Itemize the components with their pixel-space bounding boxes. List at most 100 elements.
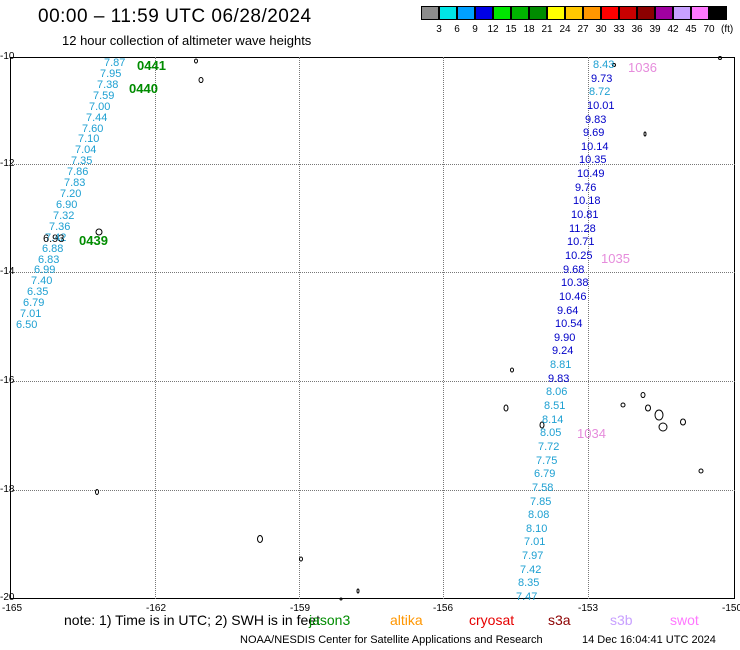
island-shape (257, 535, 263, 543)
scale-swatch (529, 6, 547, 20)
lon-tick-label: -156 (433, 603, 454, 614)
wave-height-label: 7.72 (538, 441, 560, 453)
legend-s3b: s3b (610, 612, 633, 628)
island-shape (339, 597, 343, 601)
wave-height-label: 7.44 (86, 112, 108, 124)
wave-height-label: 8.51 (544, 400, 566, 412)
wave-height-label: 6.90 (56, 199, 78, 211)
island-shape (194, 58, 198, 64)
scale-swatch (619, 6, 637, 20)
island-shape (620, 402, 626, 408)
island-shape (510, 367, 514, 373)
scale-unit-label: (ft) (721, 24, 734, 35)
pass-time-label: 1034 (577, 426, 606, 441)
wave-height-label: 9.90 (554, 332, 576, 344)
wave-height-label: 7.00 (89, 101, 111, 113)
lat-tick-label: -20 (0, 592, 15, 603)
wave-height-label: 8.72 (589, 86, 611, 98)
wave-height-label: 10.01 (587, 100, 615, 112)
legend-altika: altika (390, 612, 423, 628)
scale-swatch (439, 6, 457, 20)
scale-label: 15 (505, 24, 517, 35)
wave-height-label: 6.88 (42, 243, 64, 255)
wave-height-label: 7.10 (78, 133, 100, 145)
wave-height-label: 9.68 (563, 264, 585, 276)
wave-height-label: 7.60 (82, 123, 104, 135)
wave-height-label: 8.10 (526, 523, 548, 535)
lat-tick-label: -12 (0, 158, 15, 169)
scale-swatch (493, 6, 511, 20)
wave-height-label: 6.83 (38, 254, 60, 266)
wave-height-label: 8.06 (546, 386, 568, 398)
grid-lat-14 (10, 272, 735, 273)
scale-label: 45 (685, 24, 697, 35)
wave-height-label: 7.32 (53, 210, 75, 222)
wave-height-label: 6.50 (16, 319, 38, 331)
island-shape (356, 588, 360, 594)
scale-swatch (475, 6, 493, 20)
wave-height-label: 7.85 (530, 496, 552, 508)
wave-height-label: 7.47 (516, 591, 538, 603)
wave-height-label: 10.49 (577, 168, 605, 180)
island-shape (658, 422, 668, 432)
wave-height-label: 10.54 (555, 318, 583, 330)
chart-title: 00:00 – 11:59 UTC 06/28/2024 (38, 6, 312, 27)
lon-tick-label: -165 (2, 603, 23, 614)
wave-height-label: 7.42 (520, 564, 542, 576)
grid-lon-162 (155, 57, 156, 599)
island-shape (539, 421, 545, 429)
wave-height-label: 10.14 (581, 141, 609, 153)
wave-height-label: 8.35 (518, 577, 540, 589)
scale-swatch (511, 6, 529, 20)
wave-height-label: 7.01 (20, 308, 42, 320)
pass-time-label: 0441 (137, 58, 166, 73)
pass-time-label: 1035 (601, 251, 630, 266)
scale-label: 27 (577, 24, 589, 35)
scale-swatch (637, 6, 655, 20)
wave-height-label: 6.79 (23, 297, 45, 309)
scale-swatch (457, 6, 475, 20)
scale-label: 6 (454, 24, 460, 35)
scale-swatch (691, 6, 709, 20)
wave-height-label: 10.81 (571, 209, 599, 221)
wave-height-label: 7.86 (67, 166, 89, 178)
wave-height-label: 9.69 (583, 127, 605, 139)
wave-height-label: 9.24 (552, 345, 574, 357)
lat-tick-label: -14 (0, 266, 15, 277)
grid-lon-156 (443, 57, 444, 599)
wave-height-label: 7.36 (49, 221, 71, 233)
scale-label: 21 (541, 24, 553, 35)
wave-height-label: 6.99 (34, 264, 56, 276)
wave-height-label: 11.28 (569, 223, 596, 235)
wave-height-label: 9.83 (548, 373, 570, 385)
scale-label: 42 (667, 24, 679, 35)
grid-lat-12 (10, 164, 735, 165)
wave-height-label: 7.40 (31, 275, 53, 287)
island-shape (299, 556, 303, 562)
wave-height-label: 7.42 (45, 232, 67, 244)
lon-tick-label: -150 (722, 603, 740, 614)
wave-height-label: 7.83 (64, 177, 86, 189)
chart-subtitle: 12 hour collection of altimeter wave hei… (62, 33, 312, 48)
wave-height-label: 8.43 (593, 59, 615, 71)
island-shape (95, 228, 103, 236)
wave-height-label: 7.35 (71, 155, 93, 167)
wave-height-label: 6.35 (27, 286, 49, 298)
wave-height-label: 7.20 (60, 188, 82, 200)
island-shape (680, 418, 686, 426)
scale-label: 3 (436, 24, 442, 35)
island-shape (198, 77, 204, 83)
island-shape (654, 409, 664, 421)
generated-date: 14 Dec 16:04:41 UTC 2024 (582, 634, 716, 646)
scale-swatch (565, 6, 583, 20)
scale-label: 18 (523, 24, 535, 35)
grid-lon-153 (588, 57, 589, 599)
island-shape (612, 63, 616, 67)
wave-height-label: 7.59 (93, 90, 115, 102)
scale-swatch (709, 6, 727, 20)
scale-label: 39 (649, 24, 661, 35)
wave-height-label: 8.14 (542, 414, 564, 426)
wave-height-label: 6.79 (534, 468, 556, 480)
credit-line: NOAA/NESDIS Center for Satellite Applica… (240, 634, 543, 646)
